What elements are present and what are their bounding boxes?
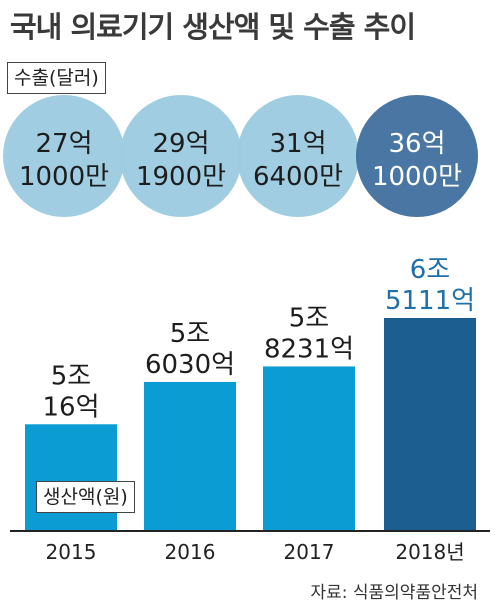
production-label-line1-2017: 5조 xyxy=(289,303,329,333)
export-label-line2-2017: 6400만 xyxy=(253,162,343,192)
export-bubble-2017 xyxy=(237,95,359,217)
export-label-line1-2015: 27억 xyxy=(35,129,92,159)
source-note: 자료: 식품의약품안전처 xyxy=(310,583,478,603)
export-label-line1-2017: 31억 xyxy=(269,129,326,159)
export-bubble-2016 xyxy=(120,95,242,217)
x-tick-2016: 2016 xyxy=(165,540,216,564)
production-bar-2018 xyxy=(384,318,476,530)
export-label-line2-2016: 1900만 xyxy=(136,162,226,192)
production-label-line1-2018: 6조 xyxy=(410,255,450,285)
production-label-line1-2016: 5조 xyxy=(170,319,210,349)
production-label-line2-2016: 6030억 xyxy=(145,350,235,380)
export-label-line2-2015: 1000만 xyxy=(19,162,109,192)
production-bar-2017 xyxy=(263,366,355,530)
production-legend: 생산액(원) xyxy=(36,481,135,513)
production-label-line2-2017: 8231억 xyxy=(264,334,354,364)
production-label-line2-2018: 5111억 xyxy=(385,286,475,316)
production-bar-2016 xyxy=(144,381,236,530)
export-label-line2-2018: 1000만 xyxy=(372,162,462,192)
x-tick-2015: 2015 xyxy=(46,540,97,564)
x-tick-2018: 2018년 xyxy=(395,540,464,564)
production-bar-2015 xyxy=(25,424,117,530)
x-tick-2017: 2017 xyxy=(284,540,335,564)
export-legend: 수출(달러) xyxy=(7,62,106,94)
export-bubble-2018 xyxy=(356,95,478,217)
export-label-line1-2018: 36억 xyxy=(388,129,445,159)
export-bubble-2015 xyxy=(3,95,125,217)
chart-title: 국내 의료기기 생산액 및 수출 추이 xyxy=(10,10,416,44)
export-label-line1-2016: 29억 xyxy=(152,129,209,159)
production-label-line2-2015: 16억 xyxy=(42,392,99,422)
production-label-line1-2015: 5조 xyxy=(51,361,91,391)
